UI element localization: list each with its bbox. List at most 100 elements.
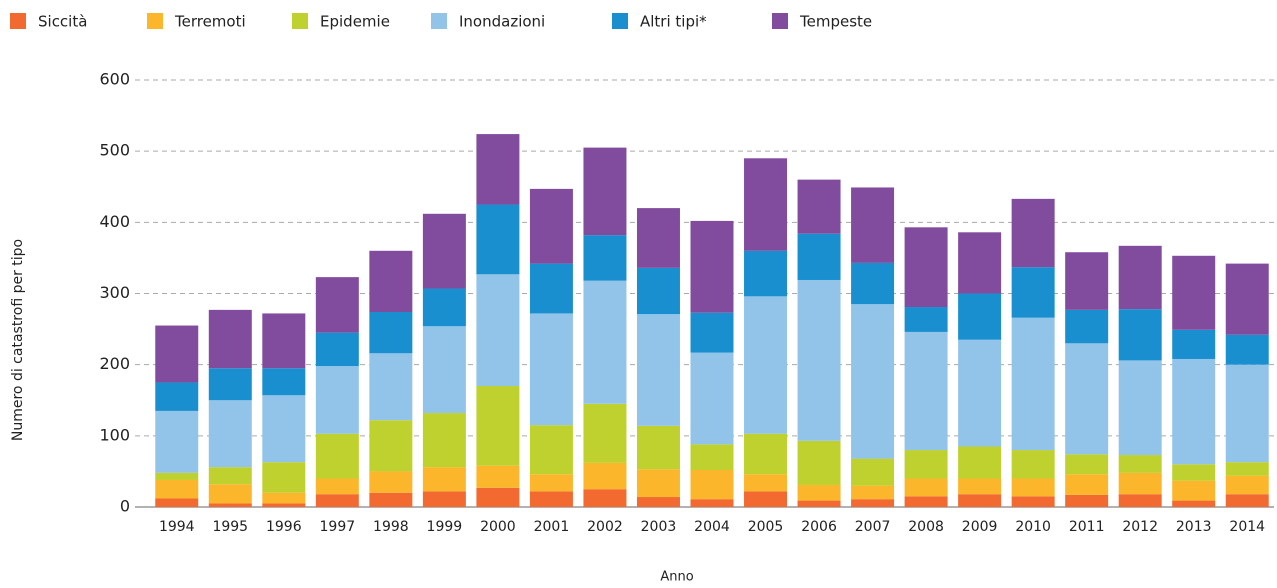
bar-segment bbox=[690, 220, 734, 313]
bar-segment bbox=[690, 312, 734, 353]
bar-segment bbox=[690, 499, 734, 507]
bar-segment bbox=[155, 498, 199, 507]
bar-segment bbox=[422, 491, 466, 507]
bar-segment bbox=[851, 262, 895, 305]
bar-segment bbox=[369, 250, 413, 313]
bar-segment bbox=[958, 494, 1002, 507]
bar-segment bbox=[636, 267, 680, 315]
x-tick-label: 2007 bbox=[855, 519, 891, 535]
bar-segment bbox=[636, 425, 680, 470]
bar-segment bbox=[476, 487, 520, 507]
bar-segment bbox=[851, 499, 895, 507]
bar-segment bbox=[155, 479, 199, 499]
bar-segment bbox=[1011, 496, 1055, 507]
legend-label: Epidemie bbox=[320, 13, 390, 31]
bar-segment bbox=[797, 484, 841, 501]
bar-segment bbox=[369, 353, 413, 421]
x-tick-label: 1994 bbox=[159, 519, 195, 535]
bar-segment bbox=[1118, 360, 1162, 456]
bar-segment bbox=[262, 462, 306, 493]
legend-label: Terremoti bbox=[174, 13, 246, 31]
bar-segment bbox=[262, 368, 306, 396]
bar-segment bbox=[690, 352, 734, 445]
bar-segment bbox=[315, 277, 359, 333]
bar-segment bbox=[315, 494, 359, 507]
bar-segment bbox=[1118, 472, 1162, 495]
y-tick-label: 400 bbox=[99, 212, 130, 231]
bar-segment bbox=[1225, 475, 1269, 495]
bar-segment bbox=[155, 410, 199, 473]
bar-segment bbox=[315, 433, 359, 479]
bar-segment bbox=[583, 462, 627, 490]
bar-segment bbox=[958, 478, 1002, 495]
bar-segment bbox=[476, 465, 520, 488]
bar-segment bbox=[1065, 474, 1109, 495]
bar-segment bbox=[958, 232, 1002, 294]
x-tick-label: 2012 bbox=[1122, 519, 1158, 535]
bar-segment bbox=[529, 188, 573, 264]
bar-segment bbox=[690, 444, 734, 470]
bar-segment bbox=[958, 293, 1002, 340]
bar-segment bbox=[1118, 455, 1162, 473]
x-tick-label: 1999 bbox=[427, 519, 463, 535]
bar-segment bbox=[583, 147, 627, 236]
bar-segment bbox=[904, 496, 948, 507]
bar-segment bbox=[1225, 462, 1269, 476]
x-tick-label: 2006 bbox=[801, 519, 837, 535]
bar-segment bbox=[369, 312, 413, 354]
x-tick-label: 2004 bbox=[694, 519, 730, 535]
bar-segment bbox=[1011, 198, 1055, 268]
bar-segment bbox=[1011, 317, 1055, 451]
bar-segment bbox=[1172, 480, 1216, 501]
bar-segment bbox=[1172, 464, 1216, 481]
bar-segment bbox=[904, 450, 948, 479]
bar-segment bbox=[315, 366, 359, 434]
bar-segment bbox=[315, 332, 359, 367]
x-tick-label: 2009 bbox=[962, 519, 998, 535]
bar-segment bbox=[636, 497, 680, 507]
bar-segment bbox=[904, 478, 948, 497]
bar-segment bbox=[1225, 494, 1269, 507]
y-tick-label: 300 bbox=[99, 283, 130, 302]
bar-segment bbox=[422, 413, 466, 468]
bar-segment bbox=[744, 491, 788, 507]
bar-segment bbox=[262, 503, 306, 507]
x-tick-label: 2013 bbox=[1176, 519, 1212, 535]
legend-label: Siccità bbox=[38, 13, 87, 31]
bar-segment bbox=[744, 474, 788, 492]
bar-segment bbox=[1065, 343, 1109, 455]
bar-segment bbox=[529, 474, 573, 492]
bar-segment bbox=[583, 489, 627, 507]
x-tick-label: 2003 bbox=[641, 519, 677, 535]
bar-segment bbox=[1225, 263, 1269, 335]
bar-segment bbox=[1065, 252, 1109, 310]
bar-segment bbox=[369, 471, 413, 493]
bar-segment bbox=[1118, 245, 1162, 310]
bar-segment bbox=[1065, 454, 1109, 475]
bar-segment bbox=[958, 339, 1002, 447]
bar-segment bbox=[636, 208, 680, 268]
bar-segment bbox=[1011, 450, 1055, 479]
y-axis-label: Numero di catastrofi per tipo bbox=[10, 239, 26, 441]
bar-segment bbox=[1225, 334, 1269, 365]
x-tick-label: 1998 bbox=[373, 519, 409, 535]
bar-segment bbox=[744, 250, 788, 297]
y-tick-label: 100 bbox=[99, 425, 130, 444]
bar-segment bbox=[851, 458, 895, 486]
bar-segment bbox=[744, 296, 788, 434]
bar-segment bbox=[904, 227, 948, 308]
bar-segment bbox=[208, 503, 252, 507]
x-tick-label: 2014 bbox=[1229, 519, 1265, 535]
bar-segment bbox=[208, 309, 252, 369]
bar-segment bbox=[797, 440, 841, 485]
legend-label: Altri tipi* bbox=[640, 13, 707, 31]
bar-segment bbox=[1172, 358, 1216, 465]
x-tick-label: 2011 bbox=[1069, 519, 1105, 535]
bar-segment bbox=[958, 446, 1002, 479]
bar-segment bbox=[529, 425, 573, 475]
bar-segment bbox=[797, 500, 841, 507]
x-tick-label: 1995 bbox=[212, 519, 248, 535]
bar-segment bbox=[851, 304, 895, 459]
x-axis-label: Anno bbox=[660, 570, 693, 585]
